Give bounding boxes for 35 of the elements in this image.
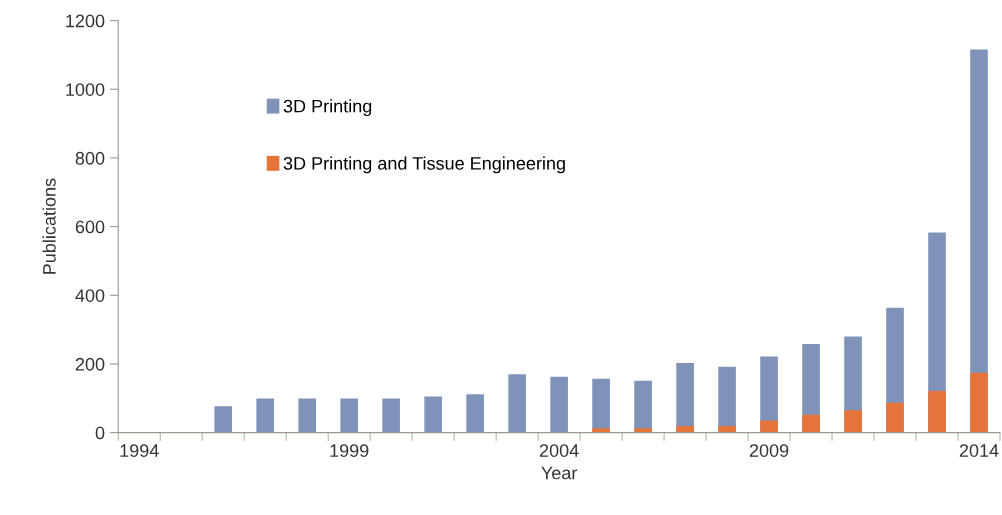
x-tick-label: 1994 (120, 444, 159, 457)
bar (970, 372, 988, 433)
y-tick-label: 1000 (66, 83, 105, 96)
bar (424, 396, 442, 433)
y-axis-title: Publications (42, 178, 56, 274)
y-tick-label: 600 (75, 220, 105, 234)
bar (676, 426, 694, 433)
bar (466, 394, 484, 433)
bar (256, 398, 275, 433)
legend-label: 3D Printing (283, 99, 372, 117)
bar (928, 391, 946, 433)
x-tick-label: 2014 (959, 444, 999, 457)
bar (340, 398, 358, 433)
bar (214, 406, 233, 433)
x-tick-label: 2009 (749, 444, 789, 457)
y-tick-label: 400 (75, 289, 105, 302)
bar (802, 414, 820, 433)
bar (550, 376, 568, 433)
bar (298, 398, 316, 433)
bar (718, 426, 736, 433)
y-tick-label: 0 (95, 426, 105, 440)
y-tick-label: 1200 (66, 14, 105, 28)
y-tick-label: 200 (75, 357, 105, 371)
x-tick-label: 2004 (539, 444, 579, 457)
legend-label: 3D Printing and Tissue Engineering (283, 156, 565, 174)
x-tick-label: 1999 (330, 444, 369, 457)
bar (760, 420, 778, 433)
y-tick-label: 800 (75, 151, 105, 165)
bar (844, 410, 862, 433)
bar (634, 428, 652, 433)
bar (508, 374, 526, 433)
bar (382, 398, 400, 433)
bar (886, 402, 904, 433)
bar (592, 428, 610, 433)
x-axis-title: Year (541, 466, 578, 480)
